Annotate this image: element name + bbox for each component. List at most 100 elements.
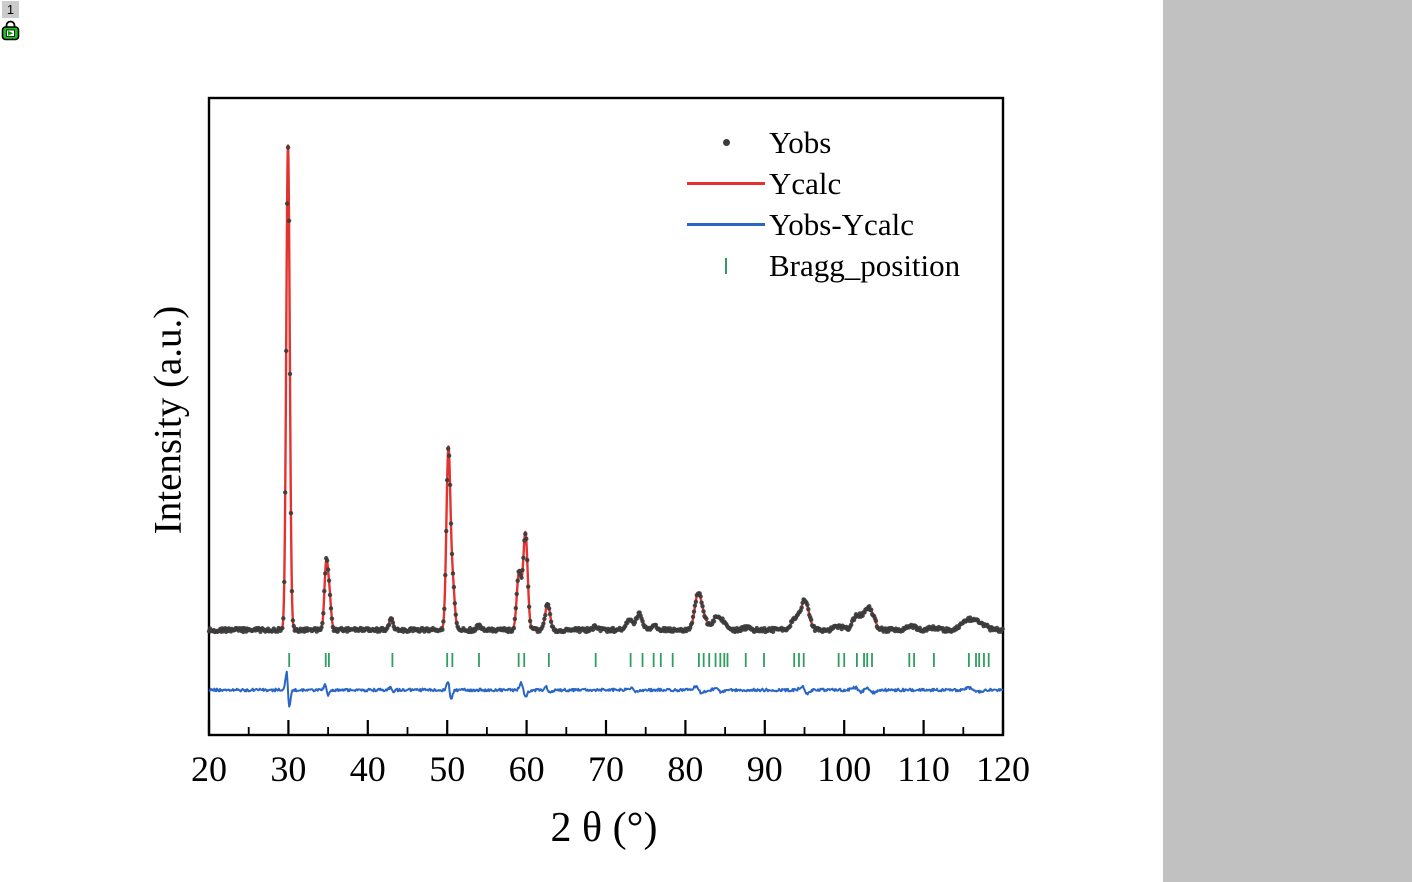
x-tick-label: 20	[191, 749, 227, 789]
yobs-point	[453, 612, 458, 617]
yobs-point	[288, 510, 294, 516]
yobs-point	[448, 521, 454, 526]
yobs-point	[445, 446, 451, 451]
yobs-point	[452, 601, 458, 606]
yobs-point	[323, 571, 328, 576]
yobs-point	[386, 622, 392, 628]
yobs-point	[610, 625, 616, 631]
yobs-point	[805, 602, 810, 608]
yobs-point	[770, 629, 776, 634]
y-axis-label: Intensity (a.u.)	[146, 305, 190, 535]
yobs-point	[451, 584, 457, 590]
x-tick-label: 80	[667, 749, 703, 789]
legend-item-diff: Yobs-Ycalc	[686, 204, 960, 245]
yobs-point	[788, 623, 793, 629]
yobs-point	[285, 145, 291, 150]
yobs-point	[691, 609, 697, 614]
legend-label-yobs: Yobs	[769, 124, 832, 160]
yobs-point	[286, 218, 292, 223]
yobs-point	[1000, 626, 1005, 632]
yobs-point	[328, 606, 334, 611]
yobs-point	[442, 606, 447, 611]
yobs-point	[848, 622, 854, 628]
yobs-point	[860, 613, 865, 618]
x-tick-label: 30	[270, 749, 306, 789]
yobs-point	[441, 619, 446, 624]
yobs-point	[519, 575, 524, 580]
yobs-point	[515, 578, 520, 583]
x-tick-label: 90	[747, 749, 783, 789]
yobs-point	[869, 607, 874, 612]
yobs-point	[693, 599, 699, 605]
yobs-point	[689, 620, 695, 626]
legend-item-ycalc: Ycalc	[686, 163, 960, 204]
legend: Yobs Ycalc Yobs-Ycalc Bragg_position	[686, 122, 960, 286]
yobs-point	[284, 201, 290, 206]
yobs-point	[799, 605, 804, 610]
yobs-point	[327, 592, 333, 598]
yobs-point	[700, 604, 705, 609]
yobs-point	[325, 567, 331, 572]
yobs-point	[446, 453, 452, 458]
yobs-point	[319, 625, 324, 630]
yobs-point	[543, 612, 548, 618]
yobs-point	[523, 531, 528, 537]
legend-item-yobs: Yobs	[686, 122, 960, 163]
x-tick-label: 120	[976, 749, 1030, 789]
window-number-badge: 1	[2, 1, 19, 18]
yobs-point	[873, 618, 879, 624]
yobs-point	[322, 588, 327, 594]
yobs-point	[527, 618, 533, 624]
yobs-point	[454, 620, 459, 626]
yobs-point	[526, 604, 532, 609]
lock-icon[interactable]	[1, 20, 20, 41]
diff-line-marker	[686, 223, 766, 226]
yobs-point	[281, 616, 286, 621]
legend-label-bragg: Bragg_position	[769, 247, 961, 283]
diff-curve	[208, 670, 1004, 708]
lock-icon-svg	[1, 20, 20, 41]
yobs-point	[445, 477, 450, 483]
legend-item-bragg: Bragg_position	[686, 245, 960, 286]
legend-label-diff: Yobs-Ycalc	[769, 206, 914, 242]
legend-label-ycalc: Ycalc	[769, 165, 842, 201]
yobs-point	[548, 619, 554, 624]
ycalc-line-marker	[686, 182, 766, 185]
x-tick-label: 100	[817, 749, 871, 789]
yobs-point	[514, 591, 519, 597]
yobs-point	[699, 600, 704, 605]
yobs-point	[440, 627, 445, 632]
plot-frame	[207, 96, 1005, 737]
yobs-point	[449, 551, 455, 557]
yobs-point	[590, 627, 596, 632]
yobs-point	[698, 594, 703, 599]
yobs-point	[541, 621, 546, 626]
bragg-tick-marker	[686, 257, 766, 274]
yobs-point	[511, 625, 517, 631]
x-tick-label: 50	[429, 749, 465, 789]
yobs-point	[444, 528, 449, 534]
yobs-point	[450, 571, 456, 576]
x-tick-label: 60	[509, 749, 545, 789]
yobs-point	[692, 603, 698, 608]
yobs-point	[329, 616, 335, 621]
yobs-point	[289, 588, 295, 594]
yobs-point	[867, 604, 872, 609]
yobs-point	[290, 618, 296, 623]
yobs-point	[447, 482, 453, 488]
yobs-point	[389, 616, 395, 622]
yobs-point	[547, 612, 553, 617]
yobs-point	[521, 555, 526, 560]
yobs-point	[324, 558, 330, 563]
yobs-point	[326, 578, 332, 583]
x-tick-label: 110	[897, 749, 950, 789]
yobs-point	[701, 609, 706, 614]
yobs-point	[520, 567, 525, 573]
yobs-point	[546, 606, 552, 611]
yobs-point	[525, 557, 530, 563]
yobs-point	[390, 620, 396, 625]
yobs-point	[525, 584, 531, 589]
yobs-point	[280, 625, 285, 631]
